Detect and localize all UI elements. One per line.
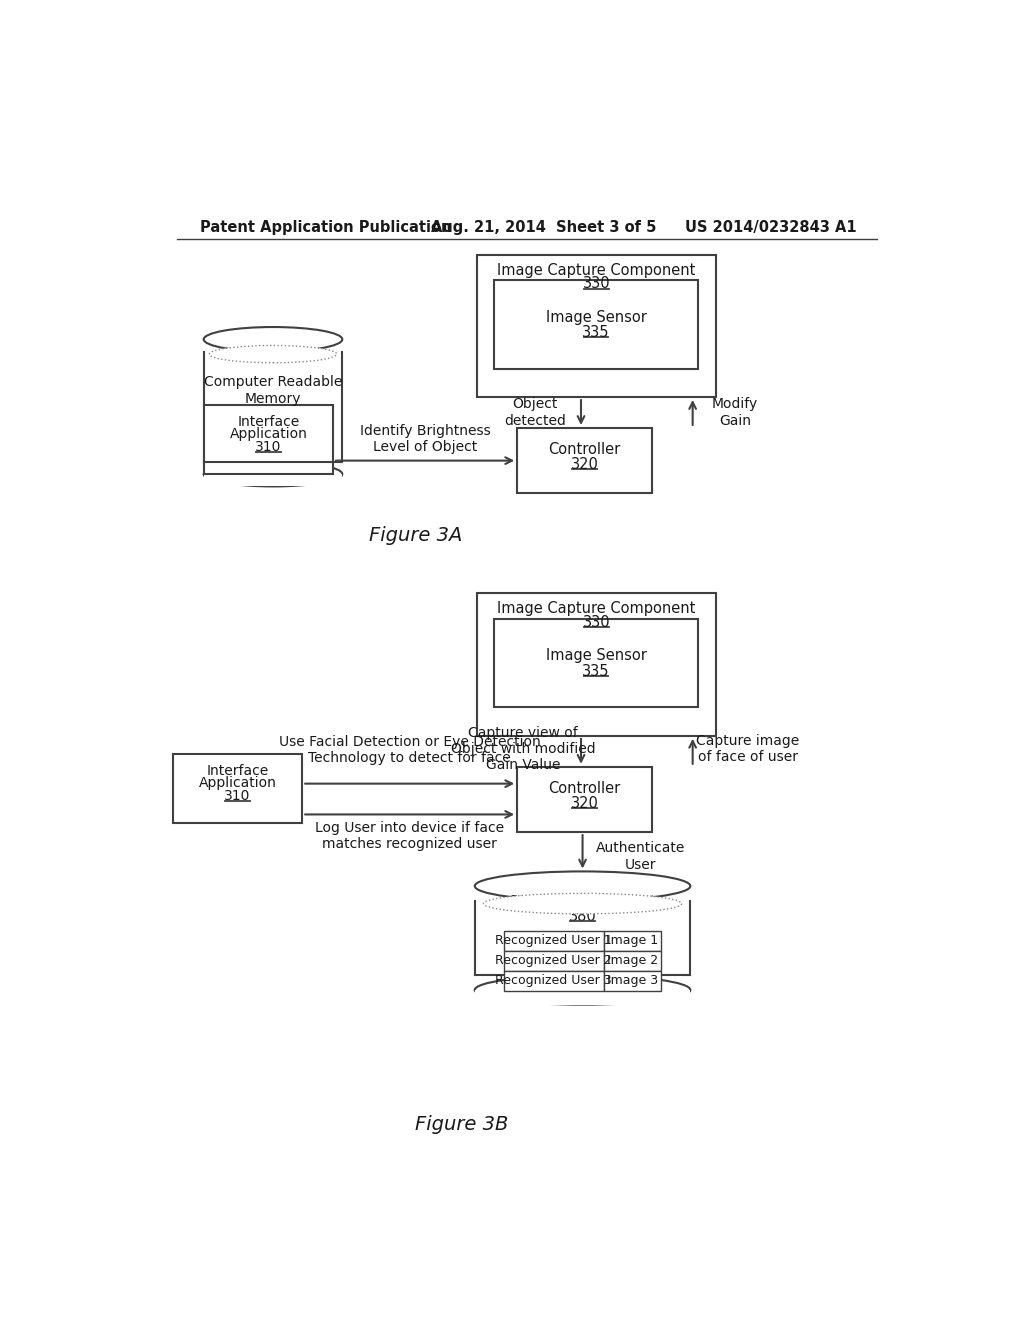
Text: Recognized User 2: Recognized User 2 (496, 954, 612, 968)
Text: Recognized User 3: Recognized User 3 (496, 974, 612, 987)
Text: US 2014/0232843 A1: US 2014/0232843 A1 (685, 220, 857, 235)
Ellipse shape (483, 894, 682, 913)
Text: Capture view of
Object with modified
Gain Value: Capture view of Object with modified Gai… (451, 726, 596, 772)
Bar (494, 619, 698, 708)
Bar (504, 931, 604, 950)
Text: Image Sensor: Image Sensor (546, 309, 646, 325)
Bar (173, 754, 302, 822)
Text: 335: 335 (583, 664, 609, 678)
Ellipse shape (475, 871, 690, 900)
Bar (517, 767, 652, 832)
Bar (204, 474, 342, 487)
Text: Controller: Controller (548, 442, 621, 457)
Bar (604, 970, 662, 991)
Text: Interface: Interface (207, 763, 268, 777)
Text: Capture image
of face of user: Capture image of face of user (696, 734, 800, 764)
Text: 330: 330 (583, 615, 610, 630)
Bar (494, 280, 698, 368)
Ellipse shape (204, 327, 342, 351)
Bar (477, 255, 716, 397)
Text: Image 3: Image 3 (607, 974, 658, 987)
Bar (204, 405, 333, 474)
Text: Storage Component: Storage Component (509, 895, 656, 911)
Text: Object
detected: Object detected (504, 397, 565, 428)
Bar (504, 970, 604, 991)
Text: Modify
Gain: Modify Gain (712, 397, 758, 428)
Text: 320: 320 (570, 796, 598, 812)
Text: Image Sensor: Image Sensor (546, 648, 646, 664)
Text: Identify Brightness
Level of Object: Identify Brightness Level of Object (359, 424, 490, 454)
Bar (475, 990, 690, 1005)
Text: Image Capture Component: Image Capture Component (498, 602, 695, 616)
Text: Image 1: Image 1 (607, 935, 658, 948)
Ellipse shape (209, 346, 337, 363)
Text: 310: 310 (224, 789, 251, 803)
Text: Patent Application Publication: Patent Application Publication (200, 220, 452, 235)
Text: 330: 330 (583, 276, 610, 292)
Text: Authenticate
User: Authenticate User (596, 841, 685, 871)
Text: Image Capture Component: Image Capture Component (498, 263, 695, 277)
Text: 320: 320 (570, 457, 598, 473)
Text: Figure 3B: Figure 3B (415, 1115, 508, 1134)
Ellipse shape (204, 462, 342, 487)
Bar (604, 950, 662, 970)
Text: Application: Application (199, 776, 276, 789)
Text: Application: Application (229, 428, 307, 441)
Text: Log User into device if face
matches recognized user: Log User into device if face matches rec… (315, 821, 504, 851)
Bar (604, 931, 662, 950)
Text: 310: 310 (255, 440, 282, 454)
Text: Computer Readable
Memory: Computer Readable Memory (204, 375, 342, 405)
Text: Interface: Interface (238, 414, 299, 429)
Text: Controller: Controller (548, 780, 621, 796)
Text: 335: 335 (583, 325, 609, 341)
Ellipse shape (475, 975, 690, 1005)
Bar (517, 428, 652, 494)
Text: Aug. 21, 2014  Sheet 3 of 5: Aug. 21, 2014 Sheet 3 of 5 (431, 220, 656, 235)
Text: Recognized User 1: Recognized User 1 (496, 935, 612, 948)
Text: 380: 380 (568, 909, 596, 924)
Text: Use Facial Detection or Eye Detection
Technology to detect for face: Use Facial Detection or Eye Detection Te… (279, 735, 541, 764)
Text: Figure 3A: Figure 3A (369, 527, 462, 545)
Bar (477, 594, 716, 737)
Bar (504, 950, 604, 970)
Text: Image 2: Image 2 (607, 954, 658, 968)
